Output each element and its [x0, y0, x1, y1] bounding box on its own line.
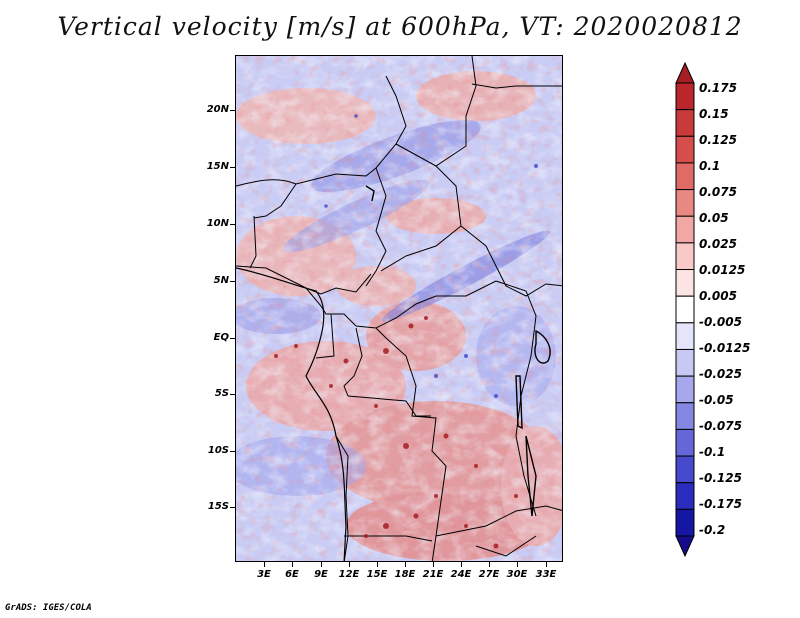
lon-tick	[461, 562, 462, 567]
strong-downdraft-cells	[324, 114, 538, 398]
lon-label: 24E	[450, 569, 472, 580]
lat-tick	[230, 338, 235, 339]
map-plot-area	[235, 55, 563, 562]
lon-label: 15E	[366, 569, 388, 580]
colorbar-label: -0.1	[699, 445, 726, 459]
colorbar-segment	[675, 482, 695, 510]
lat-tick	[230, 281, 235, 282]
lon-label: 30E	[506, 569, 528, 580]
lon-label: 3E	[257, 569, 271, 580]
colorbar-segment	[675, 242, 695, 271]
colorbar-label: -0.0125	[699, 341, 751, 355]
lon-tick	[405, 562, 406, 567]
lat-label: 20N	[206, 104, 229, 115]
lat-tick	[230, 224, 235, 225]
lon-tick	[489, 562, 490, 567]
lon-label: 27E	[478, 569, 500, 580]
lat-label: 10N	[206, 218, 229, 229]
colorbar-label: -0.025	[699, 367, 742, 381]
colorbar-segments	[675, 62, 695, 557]
colorbar-segment	[675, 162, 695, 191]
lon-tick	[517, 562, 518, 567]
lon-tick	[433, 562, 434, 567]
colorbar-label: 0.15	[699, 107, 729, 121]
lat-label: 10S	[207, 445, 229, 456]
colorbar-label: -0.175	[699, 497, 742, 511]
lon-label: 6E	[285, 569, 299, 580]
colorbar-bottom-cap	[675, 535, 695, 557]
strong-updraft-cells	[274, 316, 518, 549]
colorbar-segment	[675, 135, 695, 164]
colorbar-segment	[675, 269, 695, 297]
velocity-field	[236, 56, 562, 561]
colorbar-label: -0.05	[699, 393, 734, 407]
lat-tick	[230, 394, 235, 395]
lat-label: 15N	[206, 161, 229, 172]
lon-label: 12E	[338, 569, 360, 580]
colorbar-label: 0.0125	[699, 263, 746, 277]
lon-tick	[377, 562, 378, 567]
lat-label: 15S	[207, 501, 229, 512]
lat-label: 5S	[214, 388, 229, 399]
colorbar-label: 0.125	[699, 133, 737, 147]
colorbar-segment	[675, 375, 695, 404]
lon-label: 33E	[535, 569, 557, 580]
colorbar-label: -0.075	[699, 419, 742, 433]
colorbar-segment	[675, 82, 695, 111]
colorbar-segment	[675, 322, 695, 350]
colorbar-segment	[675, 455, 695, 484]
colorbar-top-cap	[675, 62, 695, 84]
colorbar-label: 0.05	[699, 211, 729, 225]
lon-label: 18E	[394, 569, 416, 580]
lon-label: 9E	[314, 569, 328, 580]
colorbar-label: 0.075	[699, 185, 737, 199]
colorbar-label: 0.1	[699, 159, 721, 173]
lat-tick	[230, 507, 235, 508]
colorbar	[675, 62, 695, 557]
colorbar-segment	[675, 402, 695, 430]
map-title: Vertical velocity [m/s] at 600hPa, VT: 2…	[57, 12, 743, 41]
colorbar-label: -0.125	[699, 471, 742, 485]
lon-label: 21E	[422, 569, 444, 580]
colorbar-label: -0.2	[699, 523, 726, 537]
colorbar-segment	[675, 295, 695, 324]
colorbar-segment	[675, 189, 695, 217]
lon-tick	[546, 562, 547, 567]
lat-tick	[230, 167, 235, 168]
lon-tick	[264, 562, 265, 567]
colorbar-label: 0.005	[699, 289, 737, 303]
lat-label: 5N	[213, 275, 229, 286]
colorbar-segment	[675, 428, 695, 457]
colorbar-label: 0.025	[699, 237, 737, 251]
lat-label: EQ	[213, 332, 229, 343]
great-lakes	[365, 185, 551, 517]
colorbar-label: 0.175	[699, 81, 737, 95]
lon-tick	[292, 562, 293, 567]
lon-tick	[349, 562, 350, 567]
colorbar-label: -0.005	[699, 315, 742, 329]
atlantic-coastline	[236, 267, 347, 561]
colorbar-segment	[675, 215, 695, 244]
colorbar-segment	[675, 508, 695, 537]
software-credit: GrADS: IGES/COLA	[5, 603, 92, 613]
colorbar-segment	[675, 109, 695, 137]
lon-tick	[321, 562, 322, 567]
lat-tick	[230, 110, 235, 111]
lat-tick	[230, 451, 235, 452]
colorbar-segment	[675, 348, 695, 377]
